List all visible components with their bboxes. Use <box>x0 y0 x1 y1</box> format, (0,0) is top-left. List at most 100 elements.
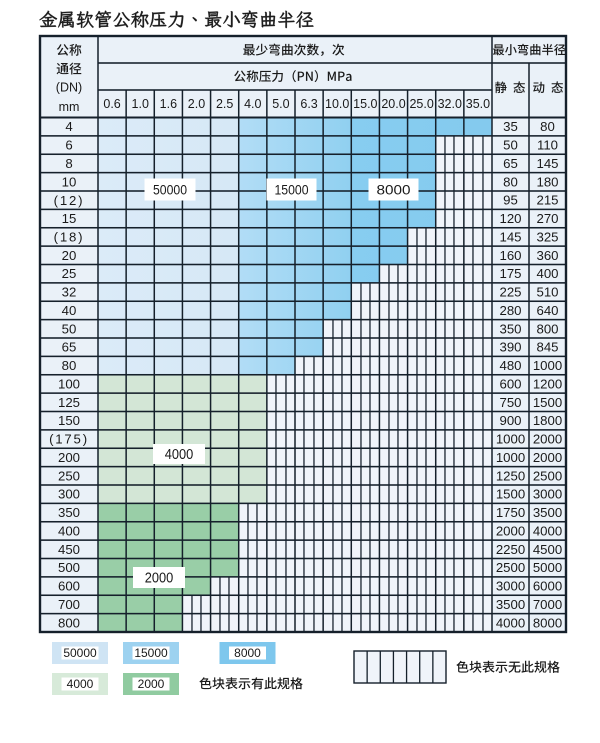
svg-text:8000: 8000 <box>377 182 411 198</box>
svg-text:5000: 5000 <box>533 560 562 575</box>
svg-text:8000: 8000 <box>234 646 261 660</box>
svg-text:400: 400 <box>536 266 558 281</box>
svg-text:1000: 1000 <box>533 358 562 373</box>
svg-text:350: 350 <box>58 505 80 520</box>
svg-text:225: 225 <box>499 285 521 300</box>
svg-text:4.0: 4.0 <box>244 97 261 111</box>
svg-text:32: 32 <box>62 285 77 300</box>
svg-text:4000: 4000 <box>165 447 194 463</box>
svg-text:15: 15 <box>62 211 77 226</box>
svg-text:100: 100 <box>58 376 80 391</box>
svg-text:640: 640 <box>536 303 558 318</box>
svg-text:110: 110 <box>537 138 558 153</box>
svg-text:150: 150 <box>58 413 80 428</box>
svg-text:1000: 1000 <box>496 450 525 465</box>
svg-text:50000: 50000 <box>153 182 187 198</box>
svg-text:80: 80 <box>540 119 555 134</box>
svg-text:6000: 6000 <box>533 579 562 594</box>
svg-text:15.0: 15.0 <box>353 97 377 111</box>
svg-text:1200: 1200 <box>533 376 562 391</box>
svg-text:50000: 50000 <box>63 646 97 660</box>
svg-text:(175): (175) <box>49 432 89 447</box>
svg-text:5.0: 5.0 <box>272 97 289 111</box>
svg-text:35.0: 35.0 <box>466 97 490 111</box>
svg-text:15000: 15000 <box>275 182 309 198</box>
svg-text:1500: 1500 <box>533 395 562 410</box>
svg-text:65: 65 <box>62 340 77 355</box>
svg-text:1.0: 1.0 <box>132 97 149 111</box>
svg-text:750: 750 <box>499 395 521 410</box>
svg-text:125: 125 <box>58 395 80 410</box>
svg-text:2250: 2250 <box>496 542 525 557</box>
svg-text:280: 280 <box>499 303 521 318</box>
svg-text:250: 250 <box>58 468 80 483</box>
svg-text:35: 35 <box>503 119 518 134</box>
svg-text:1250: 1250 <box>496 468 525 483</box>
svg-text:4: 4 <box>65 119 72 134</box>
svg-text:0.6: 0.6 <box>103 97 120 111</box>
svg-text:350: 350 <box>499 321 521 336</box>
svg-text:270: 270 <box>536 211 558 226</box>
svg-text:3500: 3500 <box>496 597 525 612</box>
svg-text:25.0: 25.0 <box>409 97 433 111</box>
svg-text:1000: 1000 <box>496 432 525 447</box>
svg-text:390: 390 <box>499 340 521 355</box>
svg-text:360: 360 <box>536 248 558 263</box>
svg-text:2000: 2000 <box>533 432 562 447</box>
svg-text:480: 480 <box>499 358 521 373</box>
svg-text:1800: 1800 <box>533 413 562 428</box>
svg-text:120: 120 <box>499 211 521 226</box>
svg-text:15000: 15000 <box>134 646 168 660</box>
svg-text:3000: 3000 <box>496 579 525 594</box>
svg-text:10.0: 10.0 <box>325 97 349 111</box>
svg-text:700: 700 <box>58 597 80 612</box>
svg-text:4000: 4000 <box>67 677 94 691</box>
svg-text:3500: 3500 <box>533 505 562 520</box>
svg-text:300: 300 <box>58 487 80 502</box>
svg-text:80: 80 <box>503 174 518 189</box>
svg-text:8000: 8000 <box>533 615 562 630</box>
svg-text:7000: 7000 <box>533 597 562 612</box>
svg-text:4000: 4000 <box>496 615 525 630</box>
svg-text:1500: 1500 <box>496 487 525 502</box>
svg-text:145: 145 <box>536 156 558 171</box>
svg-text:8: 8 <box>65 156 72 171</box>
svg-text:20: 20 <box>62 248 77 263</box>
svg-text:6.3: 6.3 <box>300 97 317 111</box>
svg-text:2000: 2000 <box>496 523 525 538</box>
svg-text:500: 500 <box>58 560 80 575</box>
svg-text:175: 175 <box>499 266 521 281</box>
svg-text:450: 450 <box>58 542 80 557</box>
svg-text:(12): (12) <box>54 193 85 208</box>
svg-text:145: 145 <box>499 229 521 244</box>
svg-text:4000: 4000 <box>533 523 562 538</box>
svg-text:845: 845 <box>536 340 558 355</box>
svg-text:800: 800 <box>58 615 80 630</box>
svg-text:1.6: 1.6 <box>160 97 177 111</box>
svg-text:65: 65 <box>503 156 518 171</box>
svg-text:95: 95 <box>503 193 518 208</box>
svg-text:180: 180 <box>536 174 558 189</box>
svg-text:600: 600 <box>58 579 80 594</box>
svg-text:200: 200 <box>58 450 80 465</box>
svg-text:80: 80 <box>62 358 77 373</box>
svg-text:900: 900 <box>499 413 521 428</box>
svg-text:2000: 2000 <box>533 450 562 465</box>
svg-text:1750: 1750 <box>496 505 525 520</box>
svg-text:600: 600 <box>499 376 521 391</box>
svg-text:3000: 3000 <box>533 487 562 502</box>
svg-text:215: 215 <box>536 193 558 208</box>
svg-text:(18): (18) <box>54 230 85 245</box>
svg-text:50: 50 <box>503 138 518 153</box>
svg-text:2500: 2500 <box>533 468 562 483</box>
svg-text:2000: 2000 <box>138 677 165 691</box>
svg-text:32.0: 32.0 <box>438 97 462 111</box>
svg-text:50: 50 <box>62 321 77 336</box>
svg-text:(DN): (DN) <box>56 80 82 94</box>
svg-text:mm: mm <box>59 100 80 114</box>
svg-text:510: 510 <box>536 285 558 300</box>
svg-text:4500: 4500 <box>533 542 562 557</box>
svg-text:160: 160 <box>499 248 521 263</box>
svg-text:40: 40 <box>62 303 77 318</box>
svg-text:2.0: 2.0 <box>188 97 205 111</box>
